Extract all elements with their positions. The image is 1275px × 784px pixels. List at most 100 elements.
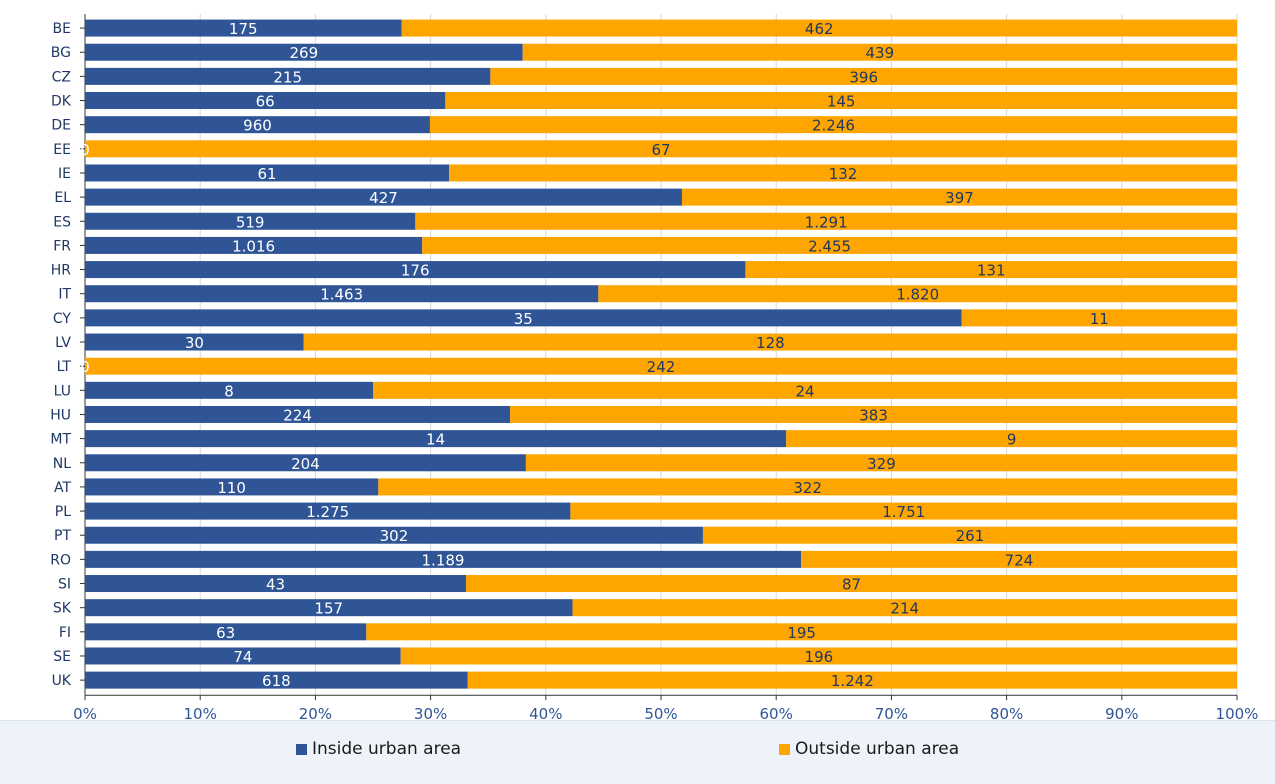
x-tick-label: 30%	[414, 705, 447, 720]
data-label-inside: 427	[369, 189, 398, 207]
data-label-outside: 383	[859, 406, 888, 424]
bar-segment-outside	[681, 188, 1237, 206]
category-label: LU	[54, 383, 71, 399]
data-label-outside: 396	[849, 68, 878, 86]
data-label-outside: 397	[945, 189, 974, 207]
bar-segment-inside	[85, 502, 571, 520]
category-label: AT	[54, 480, 71, 496]
x-tick-label: 40%	[529, 705, 562, 720]
bar-segment-inside	[85, 116, 430, 134]
category-label: FI	[59, 625, 71, 641]
category-label: CZ	[52, 69, 71, 85]
category-label: IE	[58, 166, 71, 182]
bar-segment-outside	[378, 478, 1237, 496]
bar-segment-outside	[429, 116, 1237, 134]
data-label-outside: 724	[1005, 551, 1034, 569]
data-label-inside: 110	[217, 479, 246, 497]
bar-segment-inside	[85, 599, 573, 617]
category-label: UK	[52, 673, 72, 689]
bar-segment-outside	[598, 285, 1237, 303]
data-label-outside: 24	[795, 382, 814, 400]
data-label-outside: 261	[956, 527, 985, 545]
legend-swatch-outside	[779, 743, 790, 755]
data-label-outside: 131	[977, 262, 1006, 280]
data-label-outside: 1.820	[896, 286, 939, 304]
category-label: EE	[53, 142, 71, 158]
data-label-inside: 618	[262, 672, 291, 690]
bar-segment-inside	[85, 454, 526, 472]
legend: Inside urban area Outside urban area	[0, 720, 1275, 784]
category-label: SI	[58, 577, 71, 593]
bar-segment-outside	[445, 92, 1238, 110]
data-label-inside: 175	[229, 20, 258, 38]
category-label: PL	[55, 504, 71, 520]
category-label: DK	[51, 94, 72, 110]
category-label: LT	[57, 359, 72, 375]
category-label: SE	[53, 649, 71, 665]
category-label: DE	[51, 118, 71, 134]
data-label-outside: 1.242	[831, 672, 874, 690]
data-label-inside: 176	[401, 262, 430, 280]
category-label: FR	[53, 238, 71, 254]
legend-swatch-inside	[296, 743, 307, 755]
data-label-inside: 215	[273, 68, 302, 86]
bar-segment-inside	[85, 92, 446, 110]
data-label-inside: 519	[236, 213, 265, 231]
bar-segment-outside	[449, 164, 1237, 182]
data-label-inside: 0	[80, 358, 90, 376]
data-label-inside: 74	[233, 648, 252, 666]
data-label-outside: 462	[805, 20, 834, 38]
category-label: HR	[51, 263, 72, 279]
category-label: CY	[53, 311, 72, 327]
data-label-inside: 960	[243, 117, 272, 135]
bar-segment-outside	[490, 67, 1237, 85]
bar-segment-outside	[525, 454, 1237, 472]
bar-segment-outside	[801, 550, 1237, 568]
bar-segment-inside	[85, 478, 379, 496]
legend-label-inside: Inside urban area	[312, 739, 462, 759]
bar-segment-inside	[85, 285, 599, 303]
bar-segment-outside	[303, 333, 1237, 351]
data-label-inside: 8	[224, 382, 234, 400]
bar-segment-inside	[85, 333, 304, 351]
bar-segment-outside	[366, 623, 1237, 641]
data-label-inside: 43	[266, 576, 285, 594]
data-label-outside: 2.246	[812, 117, 855, 135]
bar-segment-outside	[85, 357, 1237, 375]
data-label-inside: 204	[291, 455, 320, 473]
x-tick-label: 90%	[1105, 705, 1138, 720]
data-label-inside: 1.463	[320, 286, 363, 304]
category-label: ES	[53, 214, 71, 230]
bar-segment-outside	[786, 430, 1237, 448]
bar-segment-inside	[85, 575, 467, 593]
bar-segment-outside	[745, 261, 1237, 279]
bar-segment-inside	[85, 671, 468, 689]
data-label-outside: 67	[651, 141, 670, 159]
data-label-inside: 1.016	[232, 237, 275, 255]
data-label-outside: 242	[647, 358, 676, 376]
x-tick-label: 50%	[644, 705, 677, 720]
data-label-inside: 61	[258, 165, 277, 183]
data-label-inside: 30	[185, 334, 204, 352]
category-label: HU	[50, 407, 71, 423]
x-tick-label: 100%	[1216, 705, 1259, 720]
bar-segment-outside	[961, 309, 1237, 327]
bar-segment-outside	[422, 236, 1237, 254]
x-tick-label: 10%	[184, 705, 217, 720]
x-tick-label: 80%	[990, 705, 1023, 720]
bar-segment-inside	[85, 67, 491, 85]
category-label: BG	[51, 45, 71, 61]
bar-segment-inside	[85, 309, 962, 327]
bar-segment-outside	[85, 140, 1237, 158]
x-tick-label: 60%	[760, 705, 793, 720]
bar-segment-inside	[85, 188, 682, 206]
data-label-inside: 14	[426, 431, 445, 449]
bar-segment-outside	[400, 647, 1237, 665]
bar-segment-outside	[510, 405, 1238, 423]
data-label-outside: 329	[867, 455, 896, 473]
category-label: BE	[53, 21, 71, 37]
plot-panel: 0% 10% 20% 30% 40% 50% 60% 70% 80% 90% 100% BE 175 46…	[0, 0, 1275, 720]
bar-segment-outside	[572, 599, 1237, 617]
bar-segment-outside	[570, 502, 1237, 520]
data-label-outside: 439	[866, 44, 895, 62]
